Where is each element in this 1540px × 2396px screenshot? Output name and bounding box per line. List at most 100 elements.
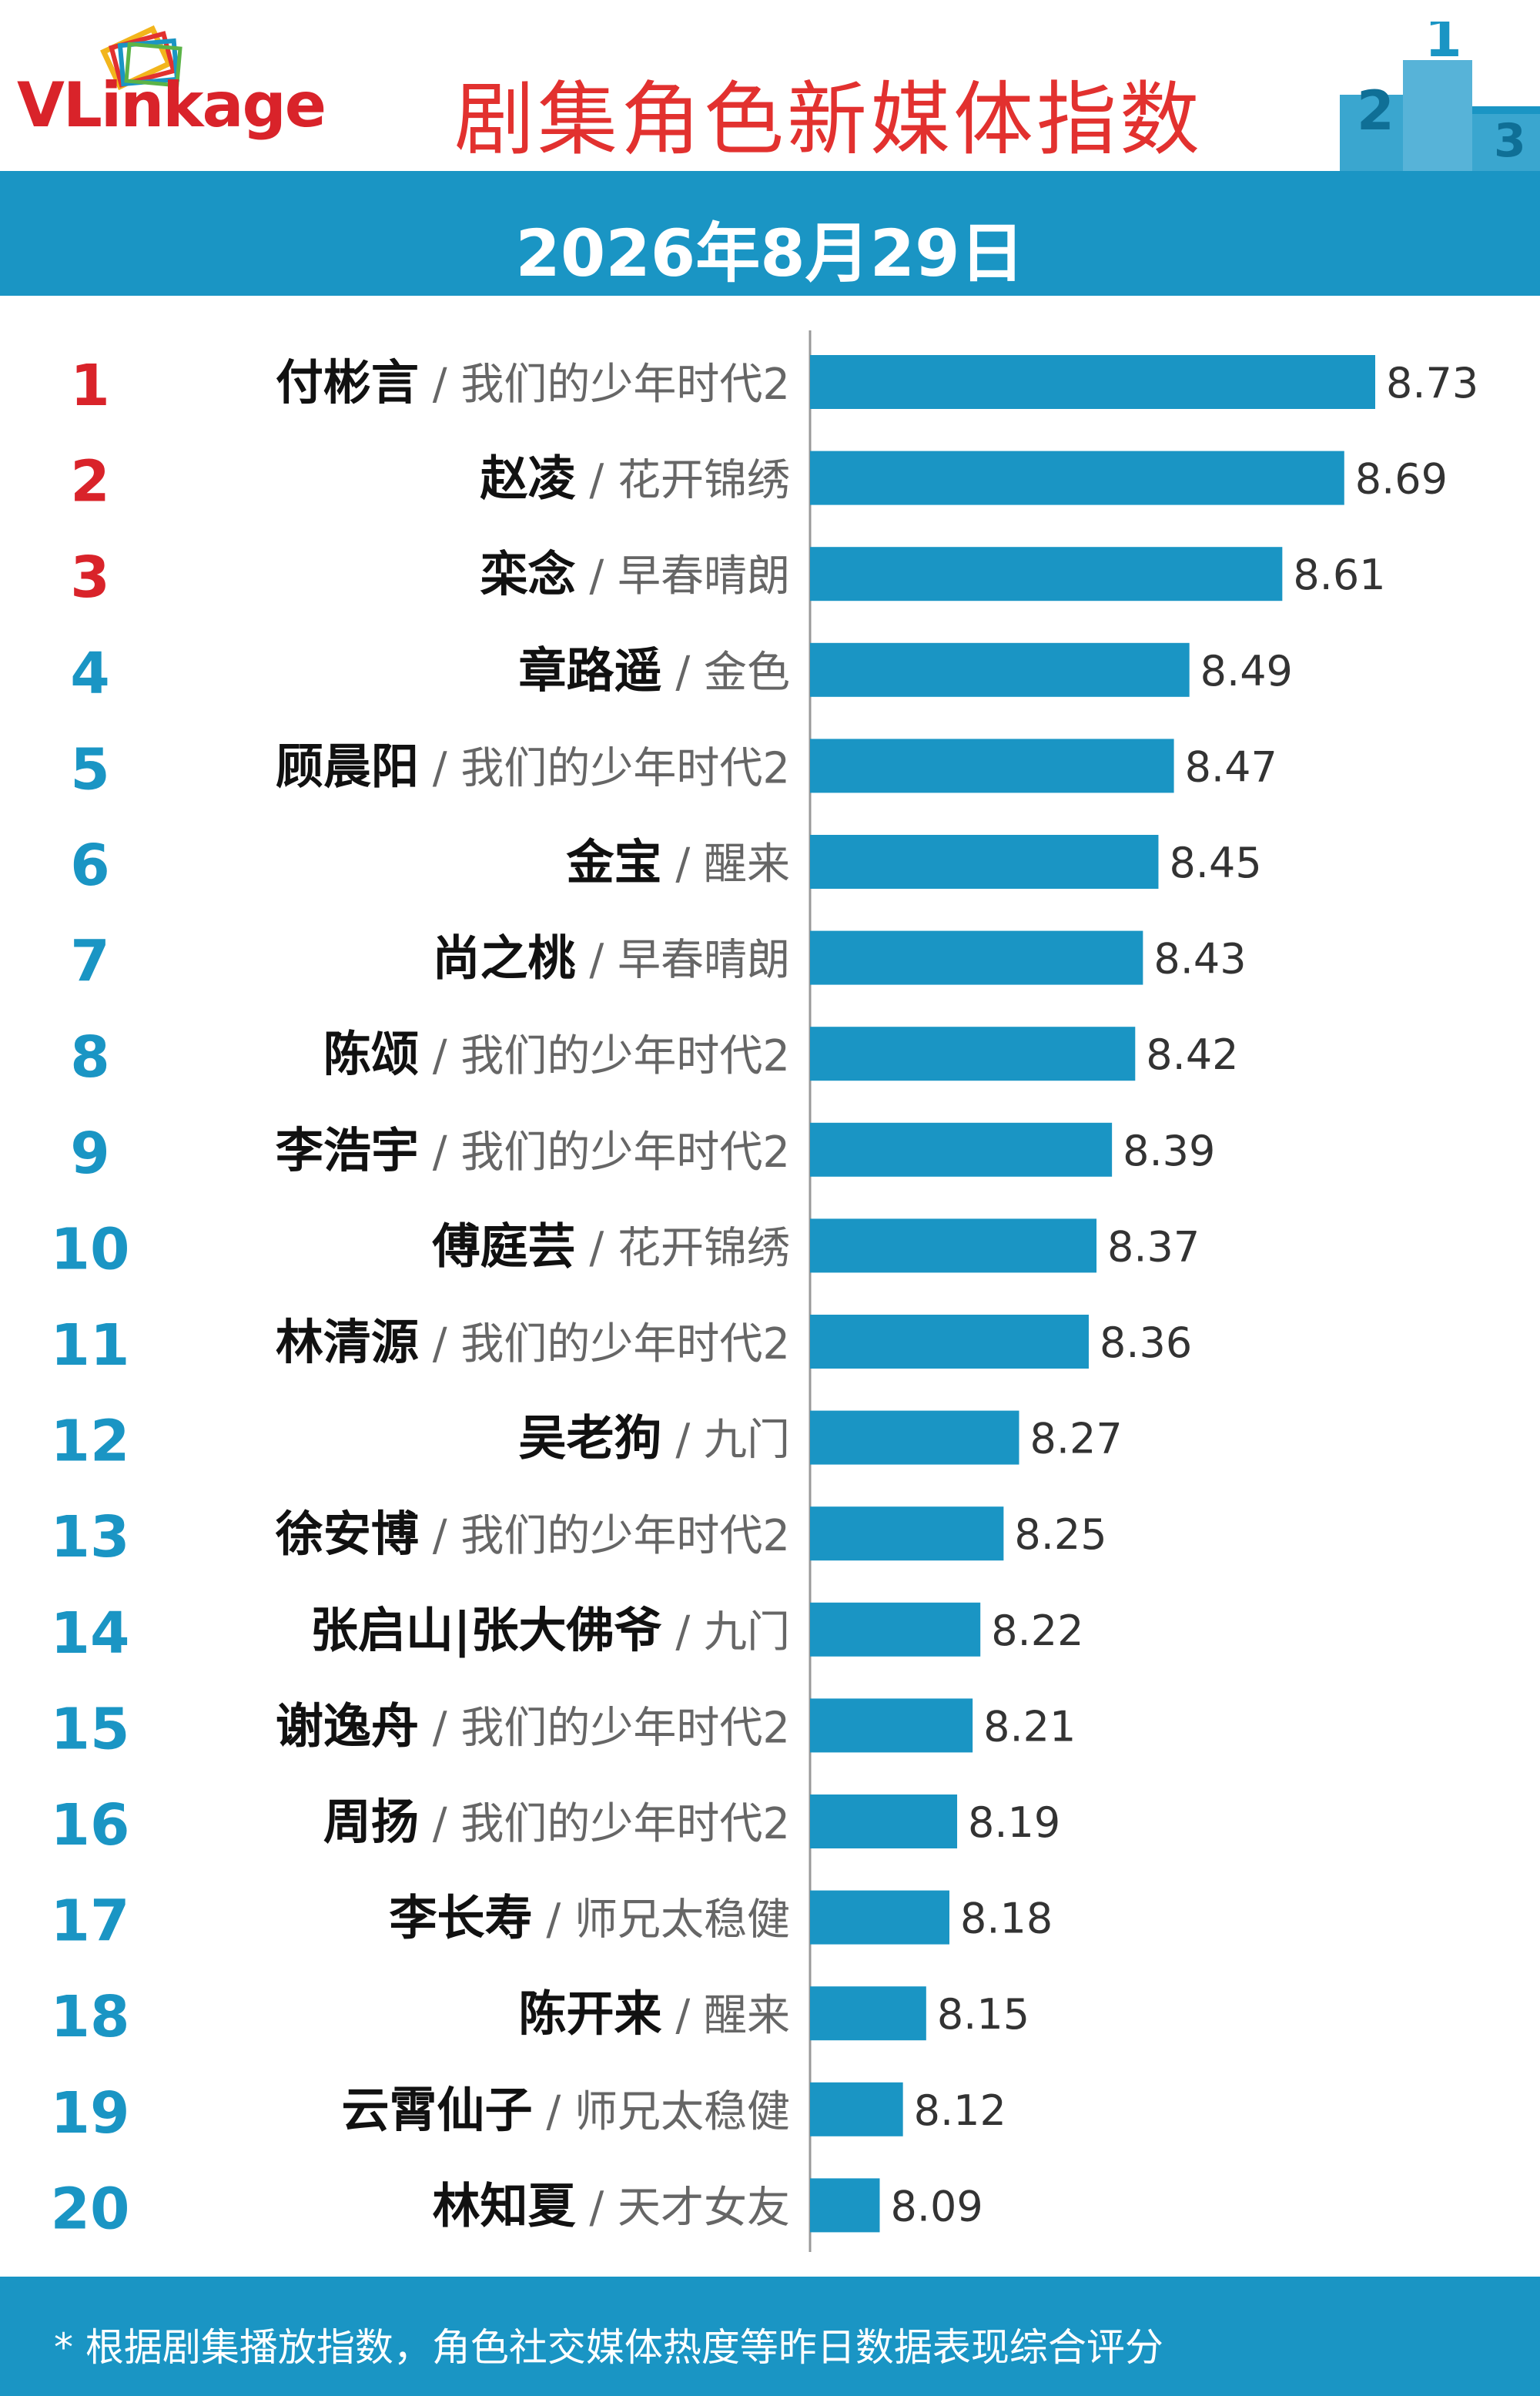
page-title: 剧集角色新媒体指数 bbox=[454, 72, 1204, 166]
character-name: 谢逸舟 bbox=[276, 1697, 419, 1754]
category-label: 李浩宇 / 我们的少年时代2 bbox=[276, 1122, 790, 1178]
label-separator: / bbox=[662, 648, 704, 698]
logo-frames-icon bbox=[100, 25, 182, 91]
rank-label: 13 bbox=[51, 1504, 130, 1570]
bar bbox=[810, 1890, 949, 1945]
drama-name: 我们的少年时代2 bbox=[460, 360, 790, 410]
character-name: 吴老狗 bbox=[519, 1410, 662, 1466]
rank-label: 17 bbox=[51, 1888, 130, 1955]
bar bbox=[810, 739, 1174, 793]
character-name: 栾念 bbox=[480, 546, 576, 602]
value-label: 8.61 bbox=[1293, 551, 1385, 599]
value-label: 8.18 bbox=[960, 1895, 1053, 1943]
label-separator: / bbox=[419, 1703, 460, 1753]
label-separator: / bbox=[419, 1511, 460, 1561]
rank-label: 3 bbox=[70, 545, 110, 611]
bar bbox=[810, 642, 1190, 697]
date-banner: 2026年8月29日 bbox=[0, 171, 1540, 296]
value-label: 8.27 bbox=[1029, 1415, 1122, 1463]
chart-row: 13 徐安博 / 我们的少年时代2 8.25 bbox=[51, 1504, 1107, 1570]
chart-row: 14 张启山|张大佛爷 / 九门 8.22 bbox=[51, 1600, 1084, 1667]
report-date: 2026年8月29日 bbox=[515, 216, 1025, 291]
value-label: 8.09 bbox=[890, 2182, 983, 2230]
bar bbox=[810, 835, 1159, 889]
drama-name: 九门 bbox=[704, 1416, 790, 1466]
bar bbox=[810, 1410, 1019, 1465]
rank-label: 16 bbox=[51, 1792, 130, 1858]
svg-text:1: 1 bbox=[1424, 22, 1462, 69]
category-label: 章路遥 / 金色 bbox=[519, 642, 790, 699]
chart-row: 10 傅庭芸 / 花开锦绣 8.37 bbox=[51, 1216, 1200, 1282]
value-label: 8.12 bbox=[914, 2086, 1006, 2135]
drama-name: 醒来 bbox=[704, 839, 790, 890]
value-label: 8.19 bbox=[968, 1798, 1060, 1847]
label-separator: / bbox=[533, 1895, 574, 1945]
drama-name: 天才女友 bbox=[618, 2183, 790, 2233]
bar bbox=[810, 2082, 903, 2136]
rank-label: 7 bbox=[70, 929, 110, 995]
podium-icon: 2 1 3 bbox=[1340, 22, 1540, 171]
chart-row: 2 赵凌 / 花开锦绣 8.69 bbox=[70, 449, 1448, 515]
bar bbox=[810, 1986, 926, 2041]
label-separator: / bbox=[419, 1031, 460, 1081]
character-name: 周扬 bbox=[323, 1794, 419, 1850]
chart-row: 6 金宝 / 醒来 8.45 bbox=[70, 833, 1261, 899]
rank-label: 10 bbox=[51, 1216, 130, 1282]
chart-row: 8 陈颂 / 我们的少年时代2 8.42 bbox=[70, 1024, 1238, 1091]
label-separator: / bbox=[576, 2183, 618, 2233]
drama-name: 我们的少年时代2 bbox=[460, 743, 790, 793]
value-label: 8.36 bbox=[1100, 1319, 1192, 1367]
chart-row: 18 陈开来 / 醒来 8.15 bbox=[51, 1984, 1030, 2050]
drama-name: 师兄太稳健 bbox=[574, 1895, 790, 1945]
chart-row: 12 吴老狗 / 九门 8.27 bbox=[51, 1409, 1123, 1475]
rank-label: 5 bbox=[70, 736, 110, 803]
bar bbox=[810, 547, 1283, 602]
rank-label: 8 bbox=[70, 1024, 110, 1091]
character-name: 金宝 bbox=[566, 834, 662, 890]
bar bbox=[810, 1794, 958, 1848]
character-name: 云霄仙子 bbox=[342, 2082, 533, 2138]
label-separator: / bbox=[419, 360, 460, 410]
chart-row: 15 谢逸舟 / 我们的少年时代2 8.21 bbox=[51, 1696, 1076, 1762]
category-label: 陈颂 / 我们的少年时代2 bbox=[323, 1026, 790, 1082]
drama-name: 我们的少年时代2 bbox=[460, 1031, 790, 1081]
category-label: 栾念 / 早春晴朗 bbox=[480, 546, 790, 602]
value-label: 8.39 bbox=[1123, 1127, 1215, 1175]
drama-name: 九门 bbox=[704, 1607, 790, 1657]
chart-row: 1 付彬言 / 我们的少年时代2 8.73 bbox=[70, 353, 1478, 419]
drama-name: 师兄太稳健 bbox=[574, 2087, 790, 2137]
label-separator: / bbox=[533, 2087, 574, 2137]
character-name: 张启山|张大佛爷 bbox=[310, 1602, 662, 1659]
drama-name: 花开锦绣 bbox=[618, 1223, 790, 1273]
rank-label: 1 bbox=[70, 353, 110, 419]
character-name: 徐安博 bbox=[275, 1506, 419, 1562]
rank-label: 12 bbox=[51, 1409, 130, 1475]
bar bbox=[810, 1698, 973, 1753]
rank-label: 2 bbox=[70, 449, 110, 515]
drama-name: 花开锦绣 bbox=[618, 456, 790, 506]
drama-name: 早春晴朗 bbox=[618, 551, 790, 602]
bar bbox=[810, 2178, 880, 2233]
rank-label: 18 bbox=[51, 1984, 130, 2050]
character-name: 尚之桃 bbox=[433, 930, 576, 987]
label-separator: / bbox=[576, 551, 618, 602]
category-label: 付彬言 / 我们的少年时代2 bbox=[276, 354, 790, 411]
bar bbox=[810, 1506, 1004, 1561]
label-separator: / bbox=[576, 936, 618, 986]
category-label: 李长寿 / 师兄太稳健 bbox=[390, 1890, 790, 1946]
drama-name: 金色 bbox=[704, 648, 790, 698]
value-label: 8.45 bbox=[1169, 839, 1261, 887]
value-label: 8.47 bbox=[1185, 742, 1277, 791]
chart-row: 19 云霄仙子 / 师兄太稳健 8.12 bbox=[51, 2080, 1006, 2146]
label-separator: / bbox=[576, 456, 618, 506]
category-label: 赵凌 / 花开锦绣 bbox=[480, 451, 790, 507]
label-separator: / bbox=[662, 1416, 704, 1466]
label-separator: / bbox=[419, 1319, 460, 1369]
category-label: 徐安博 / 我们的少年时代2 bbox=[275, 1506, 790, 1562]
label-separator: / bbox=[662, 1991, 704, 2041]
character-name: 傅庭芸 bbox=[432, 1218, 576, 1274]
chart-row: 7 尚之桃 / 早春晴朗 8.43 bbox=[70, 929, 1246, 995]
chart-row: 11 林清源 / 我们的少年时代2 8.36 bbox=[51, 1312, 1193, 1379]
character-name: 李长寿 bbox=[390, 1890, 533, 1946]
category-label: 林知夏 / 天才女友 bbox=[433, 2177, 790, 2233]
